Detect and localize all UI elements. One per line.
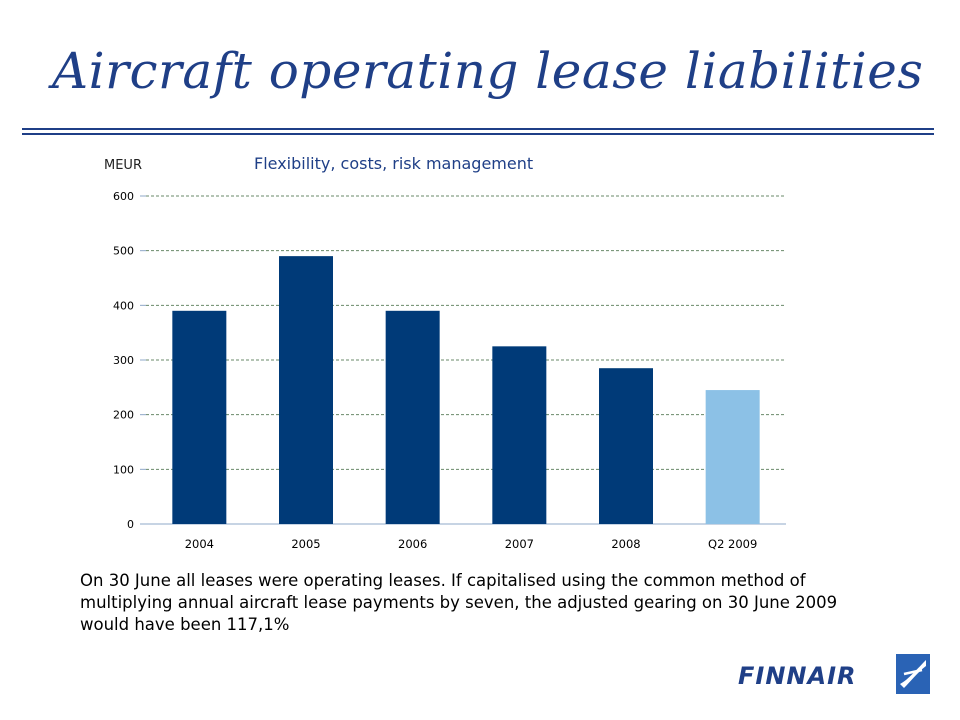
x-tick-label: 2005: [291, 537, 320, 551]
finnair-logo-icon: [896, 654, 930, 694]
y-tick-label: 200: [113, 409, 134, 422]
y-tick-label: 500: [113, 245, 134, 258]
y-tick-label: 400: [113, 299, 134, 312]
y-tick-label: 100: [113, 463, 134, 476]
finnair-logo: FINNAIR: [738, 654, 934, 698]
title-rule-bottom: [22, 133, 934, 135]
bar: [279, 256, 333, 524]
x-tick-label: Q2 2009: [708, 537, 757, 551]
bar: [385, 310, 440, 524]
logo-wordmark: FINNAIR: [738, 662, 857, 690]
y-tick-label: 0: [127, 518, 134, 531]
body-text: On 30 June all leases were operating lea…: [80, 571, 838, 634]
x-tick-label: 2008: [611, 537, 640, 551]
y-tick-label: 600: [113, 190, 134, 203]
x-tick-label: 2004: [185, 537, 214, 551]
y-tick-label: 300: [113, 354, 134, 367]
bar: [705, 390, 760, 524]
bar: [599, 368, 653, 524]
bar: [492, 346, 547, 524]
title-rule-top: [22, 128, 934, 130]
chart-title: Flexibility, costs, risk management: [254, 154, 534, 173]
x-tick-label: 2006: [398, 537, 427, 551]
slide-title: Aircraft operating lease liabilities: [52, 42, 924, 100]
y-axis-unit-label: MEUR: [104, 158, 142, 173]
x-tick-label: 2007: [505, 537, 534, 551]
bar: [172, 310, 227, 524]
